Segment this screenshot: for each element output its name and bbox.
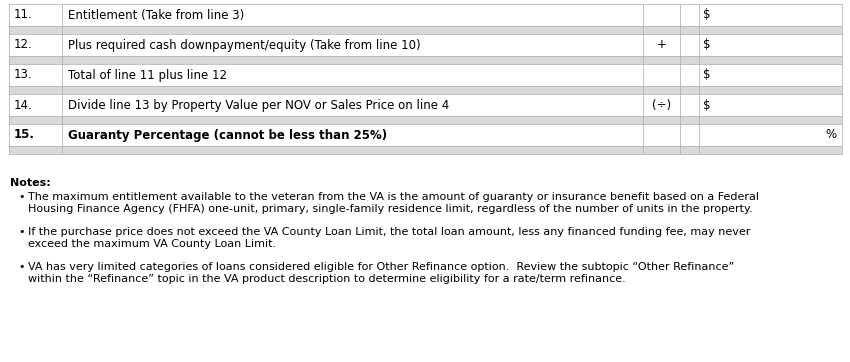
Bar [8,34,842,56]
Text: VA has very limited categories of loans considered eligible for Other Refinance : VA has very limited categories of loans … [28,262,734,285]
Text: If the purchase price does not exceed the VA County Loan Limit, the total loan a: If the purchase price does not exceed th… [28,227,751,249]
Text: %: % [825,129,836,142]
Text: •: • [18,227,25,237]
Text: $: $ [703,68,711,81]
Text: Entitlement (Take from line 3): Entitlement (Take from line 3) [68,8,244,21]
Text: 11.: 11. [14,8,32,21]
Text: 12.: 12. [14,38,32,51]
Bar [8,94,842,116]
Text: $: $ [703,38,711,51]
Bar [8,4,842,26]
Text: 15.: 15. [14,129,35,142]
Text: Guaranty Percentage (cannot be less than 25%): Guaranty Percentage (cannot be less than… [68,129,387,142]
Bar [8,146,842,154]
Bar [8,64,842,86]
Bar [8,116,842,124]
Text: •: • [18,192,25,202]
Bar [8,56,842,64]
Text: The maximum entitlement available to the veteran from the VA is the amount of gu: The maximum entitlement available to the… [28,192,759,214]
Text: +: + [657,38,666,51]
Text: $: $ [703,8,711,21]
Text: Plus required cash downpayment/equity (Take from line 10): Plus required cash downpayment/equity (T… [68,38,421,51]
Bar [8,26,842,34]
Text: $: $ [703,98,711,111]
Bar [8,86,842,94]
Text: Divide line 13 by Property Value per NOV or Sales Price on line 4: Divide line 13 by Property Value per NOV… [68,98,450,111]
Text: Notes:: Notes: [10,178,51,188]
Text: 14.: 14. [14,98,32,111]
Bar [8,124,842,146]
Text: Total of line 11 plus line 12: Total of line 11 plus line 12 [68,68,227,81]
Text: 13.: 13. [14,68,32,81]
Text: (÷): (÷) [652,98,672,111]
Text: •: • [18,262,25,272]
